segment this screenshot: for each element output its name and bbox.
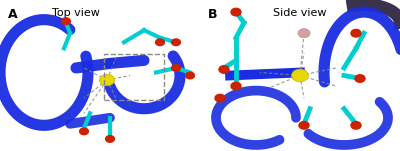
Circle shape [351, 122, 361, 129]
Circle shape [80, 128, 88, 135]
Circle shape [355, 75, 365, 82]
Text: Top view: Top view [52, 8, 100, 18]
Circle shape [100, 74, 115, 86]
Circle shape [156, 39, 164, 46]
Circle shape [219, 66, 229, 73]
Circle shape [215, 94, 225, 102]
Circle shape [172, 39, 180, 46]
Circle shape [62, 18, 70, 24]
Circle shape [106, 136, 114, 142]
Circle shape [231, 82, 241, 90]
Circle shape [186, 72, 194, 79]
Circle shape [299, 122, 309, 129]
Circle shape [351, 29, 361, 37]
Circle shape [292, 69, 308, 82]
Text: Side view: Side view [273, 8, 327, 18]
Circle shape [172, 65, 180, 71]
Text: A: A [8, 8, 18, 21]
Circle shape [231, 8, 241, 16]
Circle shape [298, 29, 310, 38]
Bar [104, 54, 164, 100]
Text: B: B [208, 8, 218, 21]
